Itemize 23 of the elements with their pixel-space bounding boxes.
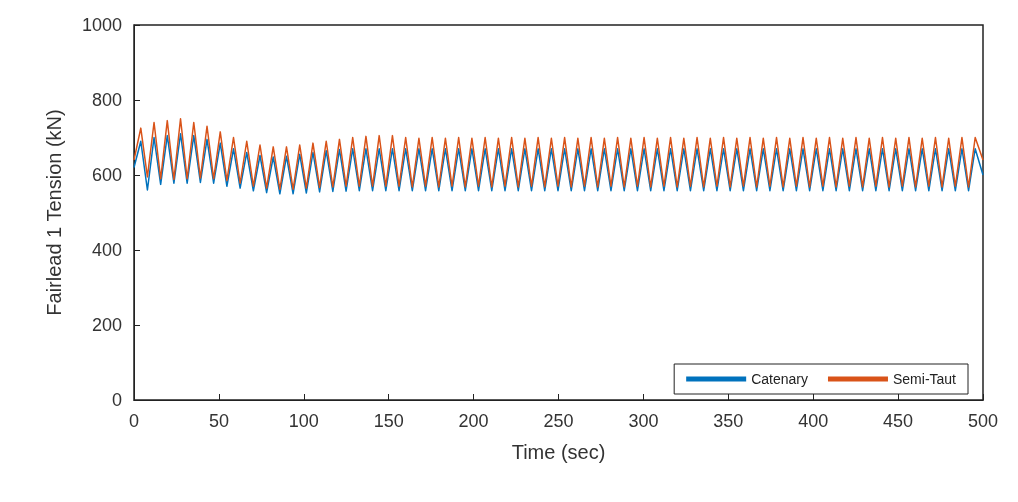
x-tick-label: 250 [543, 411, 574, 431]
x-tick-label: 500 [967, 411, 999, 431]
x-tick-label: 400 [798, 411, 829, 431]
x-tick-label: 150 [373, 411, 404, 431]
y-tick-label: 800 [91, 90, 122, 110]
legend-label: Semi-Taut [892, 371, 957, 387]
y-tick-label: 200 [91, 315, 122, 335]
y-tick-label: 1000 [81, 15, 122, 35]
x-tick-label: 50 [208, 411, 229, 431]
y-axis-title: Fairlead 1 Tension (kN) [43, 109, 65, 316]
line-series [133, 133, 984, 195]
y-tick-label: 0 [111, 390, 122, 410]
y-tick-label: 600 [91, 165, 122, 185]
x-tick-label: 450 [883, 411, 914, 431]
x-tick-label: 0 [128, 411, 140, 431]
x-tick-label: 200 [458, 411, 489, 431]
legend-label: Catenary [751, 371, 808, 387]
line-series [133, 118, 984, 190]
x-tick-label: 350 [713, 411, 744, 431]
x-tick-label: 100 [288, 411, 319, 431]
x-axis-title: Time (sec) [511, 441, 606, 463]
y-tick-label: 400 [91, 240, 122, 260]
x-tick-label: 300 [628, 411, 659, 431]
